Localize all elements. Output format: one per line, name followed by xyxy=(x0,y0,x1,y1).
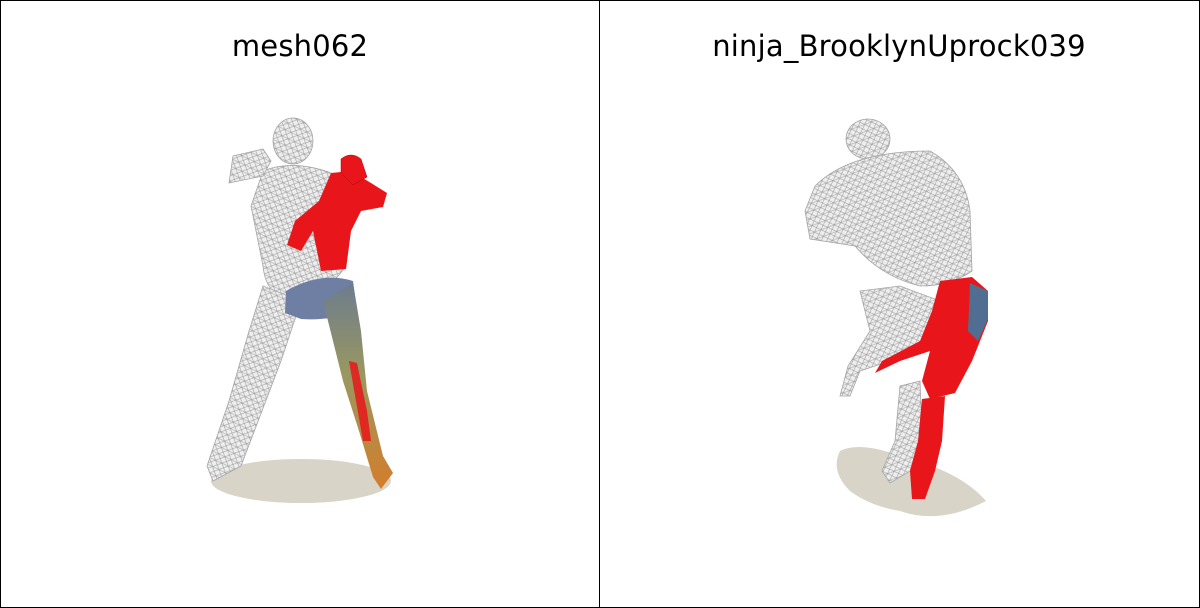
highlight-arm xyxy=(287,171,387,271)
target-render xyxy=(804,118,988,517)
panel-divider xyxy=(599,0,600,608)
highlight-hip xyxy=(875,277,988,399)
highlight-fist xyxy=(340,154,368,186)
hip-blend xyxy=(968,283,988,341)
highlight-shin xyxy=(910,396,945,499)
floor-shadow xyxy=(211,459,391,503)
mesh-render xyxy=(206,117,393,503)
body-wireframe xyxy=(804,118,973,484)
panel-title: ninja_BrooklynUprock039 xyxy=(712,29,1086,63)
panel-target: ninja_BrooklynUprock039 xyxy=(600,1,1198,607)
leg-highlight-streak xyxy=(349,361,371,441)
panel-title: mesh062 xyxy=(231,29,369,63)
panel-mesh: mesh062 xyxy=(1,1,599,607)
